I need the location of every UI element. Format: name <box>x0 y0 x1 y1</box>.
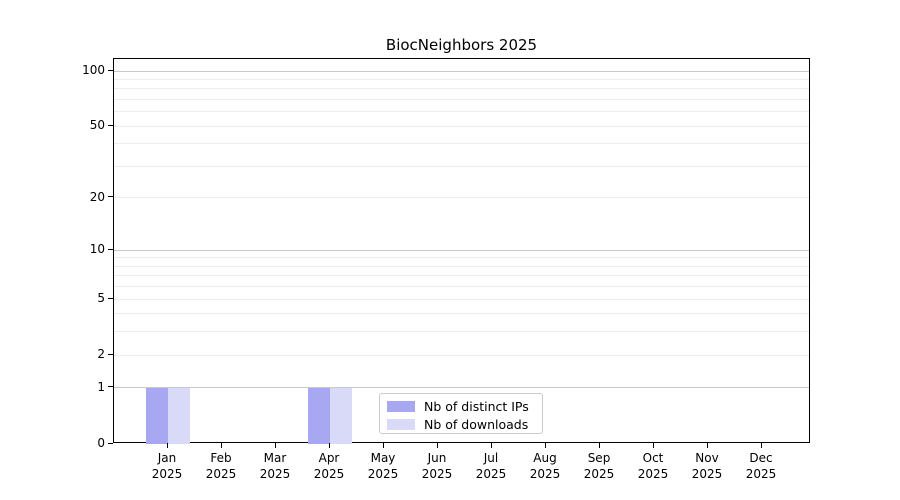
gridline-y-50 <box>114 125 809 127</box>
x-tick-mark-nov-2025 <box>706 443 708 448</box>
y-tick-mark-1 <box>108 386 113 388</box>
x-tick-mark-oct-2025 <box>652 443 654 448</box>
gridline-y-5 <box>114 298 809 300</box>
gridline-y-10 <box>114 249 809 251</box>
bar-nb-of-downloads-apr-2025 <box>330 387 352 444</box>
x-tick-label-apr-2025: Apr 2025 <box>313 451 345 481</box>
x-tick-label-dec-2025: Dec 2025 <box>745 451 777 481</box>
x-tick-mark-jun-2025 <box>436 443 438 448</box>
y-tick-mark-100 <box>108 69 113 71</box>
gridline-y-7 <box>114 275 809 277</box>
y-tick-mark-20 <box>108 196 113 198</box>
x-tick-label-may-2025: May 2025 <box>367 451 399 481</box>
gridline-y-20 <box>114 197 809 199</box>
bar-nb-of-distinct-ips-apr-2025 <box>308 387 330 444</box>
legend-swatch-nb-of-downloads <box>387 418 415 430</box>
x-tick-label-jul-2025: Jul 2025 <box>475 451 507 481</box>
gridline-y-60 <box>114 111 809 113</box>
x-tick-label-sep-2025: Sep 2025 <box>583 451 615 481</box>
x-tick-label-aug-2025: Aug 2025 <box>529 451 561 481</box>
x-tick-mark-mar-2025 <box>274 443 276 448</box>
x-tick-label-jan-2025: Jan 2025 <box>151 451 183 481</box>
x-tick-mark-feb-2025 <box>220 443 222 448</box>
y-tick-mark-5 <box>108 297 113 299</box>
legend-swatch-nb-of-distinct-ips <box>387 400 415 412</box>
legend-label-nb-of-downloads: Nb of downloads <box>424 416 529 432</box>
y-tick-label-20: 20 <box>89 189 105 204</box>
gridline-y-30 <box>114 165 809 167</box>
legend: Nb of distinct IPs Nb of downloads <box>379 393 543 434</box>
x-tick-mark-sep-2025 <box>598 443 600 448</box>
gridline-y-90 <box>114 78 809 80</box>
x-tick-label-jun-2025: Jun 2025 <box>421 451 453 481</box>
legend-item-nb-of-downloads: Nb of downloads <box>387 416 542 432</box>
gridline-y-2 <box>114 354 809 356</box>
y-tick-mark-50 <box>108 124 113 126</box>
plot-area: Nb of distinct IPs Nb of downloads <box>113 58 810 444</box>
legend-label-nb-of-distinct-ips: Nb of distinct IPs <box>424 398 529 414</box>
y-tick-label-10: 10 <box>89 242 105 257</box>
x-tick-mark-may-2025 <box>382 443 384 448</box>
x-tick-mark-apr-2025 <box>328 443 330 448</box>
gridline-y-9 <box>114 257 809 259</box>
y-tick-label-100: 100 <box>82 63 105 77</box>
x-tick-mark-dec-2025 <box>760 443 762 448</box>
y-tick-label-50: 50 <box>89 118 105 133</box>
legend-item-nb-of-distinct-ips: Nb of distinct IPs <box>387 398 542 414</box>
y-tick-mark-10 <box>108 248 113 250</box>
x-tick-mark-jul-2025 <box>490 443 492 448</box>
gridline-y-6 <box>114 286 809 288</box>
x-tick-label-feb-2025: Feb 2025 <box>205 451 237 481</box>
x-tick-label-oct-2025: Oct 2025 <box>637 451 669 481</box>
gridline-y-40 <box>114 143 809 145</box>
gridline-y-80 <box>114 88 809 90</box>
gridline-y-8 <box>114 265 809 267</box>
x-tick-label-mar-2025: Mar 2025 <box>259 451 291 481</box>
gridline-y-70 <box>114 98 809 100</box>
x-tick-mark-jan-2025 <box>166 443 168 448</box>
chart-title: BiocNeighbors 2025 <box>385 36 538 54</box>
x-tick-label-nov-2025: Nov 2025 <box>691 451 723 481</box>
gridline-y-1 <box>114 387 809 389</box>
gridline-y-100 <box>114 70 809 72</box>
y-tick-mark-0 <box>108 442 113 444</box>
y-tick-label-5: 5 <box>97 291 105 306</box>
x-tick-mark-aug-2025 <box>544 443 546 448</box>
bar-nb-of-distinct-ips-jan-2025 <box>146 387 168 444</box>
gridline-y-4 <box>114 313 809 315</box>
y-tick-label-1: 1 <box>97 379 105 394</box>
bar-nb-of-downloads-jan-2025 <box>168 387 190 444</box>
y-tick-mark-2 <box>108 353 113 355</box>
gridline-y-3 <box>114 331 809 333</box>
y-tick-label-0: 0 <box>97 436 105 450</box>
y-tick-label-2: 2 <box>97 347 105 362</box>
